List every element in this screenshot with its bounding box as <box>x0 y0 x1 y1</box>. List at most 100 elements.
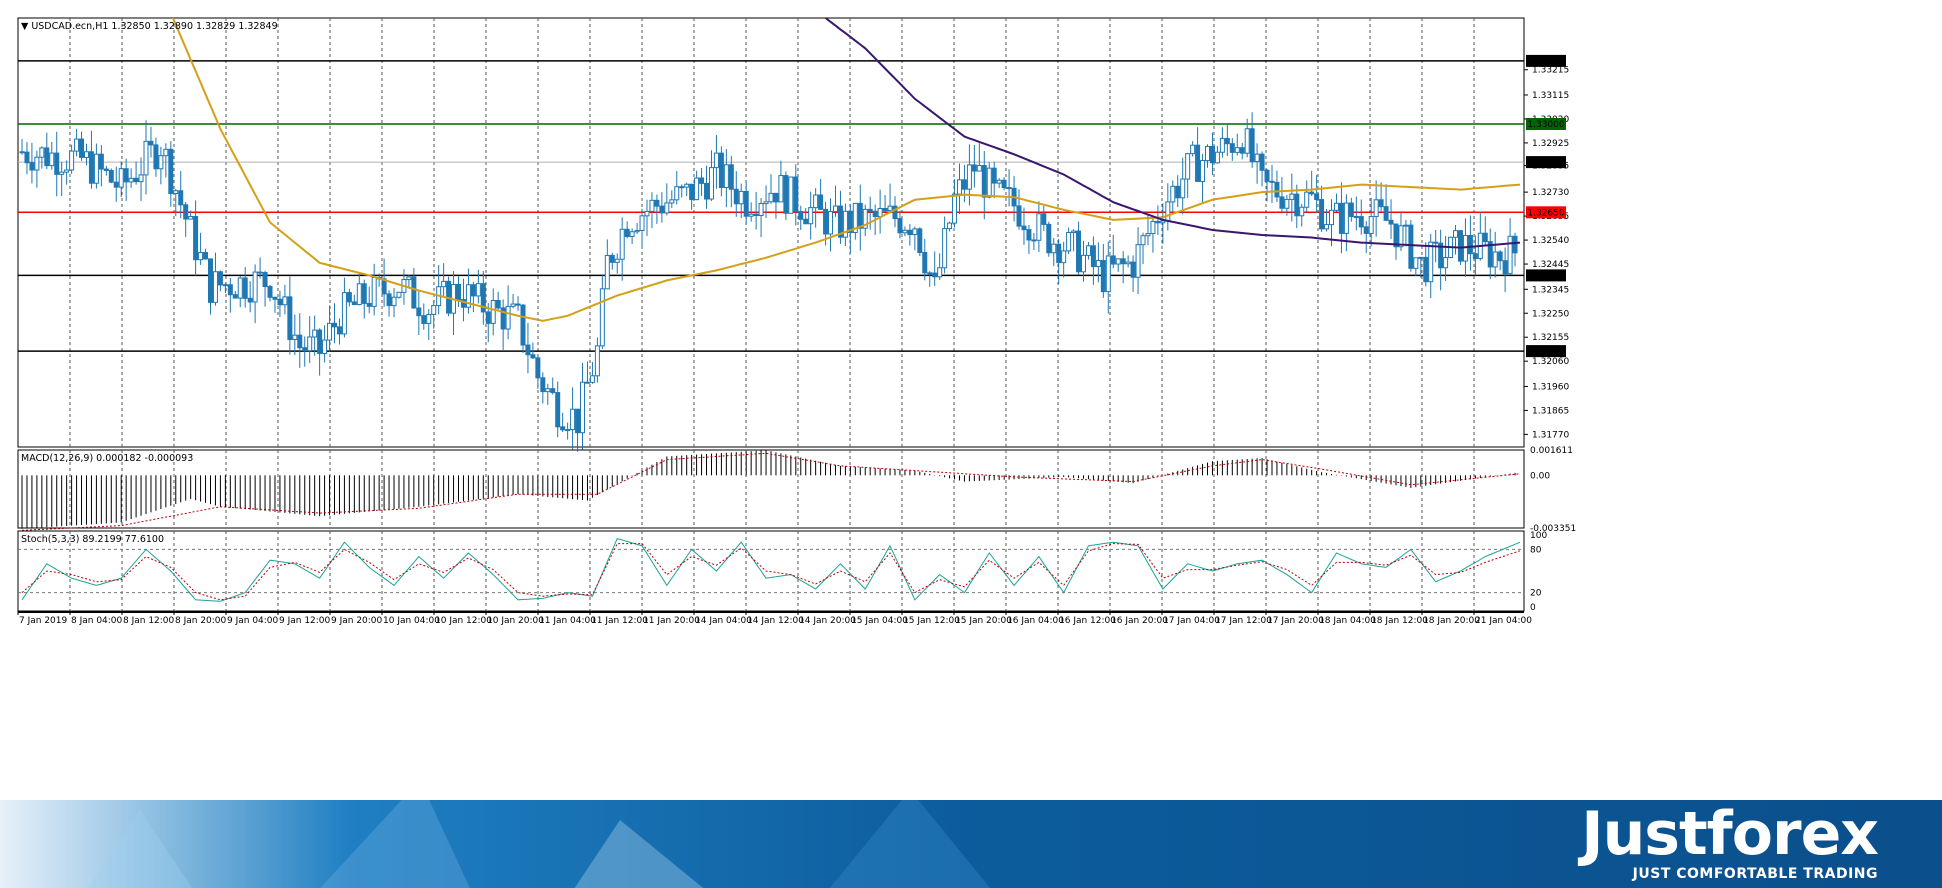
x-tick-label: 16 Jan 12:00 <box>1059 616 1116 626</box>
candle-body <box>1160 220 1166 224</box>
chart-canvas[interactable]: 7 Jan 2019 8 Jan 04:00 8 Jan 12:00 8 Jan 20… <box>0 0 1942 800</box>
candle-body <box>1299 206 1305 217</box>
candle-body <box>798 211 804 220</box>
y-tick-label: 1.32250 <box>1532 309 1569 319</box>
candle-body <box>971 164 977 172</box>
candle-body <box>783 175 789 214</box>
y-tick-label: 1.33115 <box>1532 91 1569 101</box>
candle-body <box>203 252 209 260</box>
candle-body <box>604 254 610 290</box>
candle-body <box>59 171 65 175</box>
candle-body <box>669 199 675 204</box>
candle-body <box>1319 199 1325 230</box>
x-tick-label: 15 Jan 20:00 <box>955 616 1012 626</box>
candle-body <box>1279 196 1285 209</box>
candle-body <box>1368 216 1374 234</box>
candle-body <box>158 155 164 170</box>
candle-body <box>639 215 645 231</box>
candle-body <box>331 322 337 328</box>
candle-body <box>927 272 933 275</box>
candle-body <box>133 177 139 183</box>
candle-body <box>768 192 774 203</box>
candle-body <box>113 181 119 188</box>
candle-body <box>872 210 878 218</box>
candle-body <box>1175 185 1181 199</box>
candle-body <box>163 148 169 157</box>
stoch-y-label: 80 <box>1530 545 1542 555</box>
candle-body <box>1428 241 1434 283</box>
candle-body <box>1249 128 1255 163</box>
y-tick-label: 1.32730 <box>1532 188 1569 198</box>
candle-body <box>540 377 546 393</box>
price-tag-1.33000 <box>1526 117 1566 130</box>
x-tick-label: 8 Jan 20:00 <box>175 616 227 626</box>
candle-body <box>371 276 377 307</box>
candle-body <box>361 283 367 304</box>
y-tick-label: 1.32445 <box>1532 260 1569 270</box>
x-tick-label: 16 Jan 20:00 <box>1111 616 1168 626</box>
candle-body <box>1125 261 1131 265</box>
candle-body <box>1036 213 1042 241</box>
candle-body <box>634 229 640 233</box>
candle-body <box>173 190 179 195</box>
candle-body <box>659 205 665 214</box>
candle-body <box>545 388 551 393</box>
candle-body <box>708 167 714 200</box>
y-tick-label: 1.32540 <box>1532 236 1569 246</box>
brand-banner: Justforex JUST COMFORTABLE TRADING <box>0 800 1942 888</box>
candle-body <box>411 276 417 309</box>
price-tag-1.33250 <box>1526 54 1566 67</box>
macd-y-label: 0.001611 <box>1530 446 1573 456</box>
candle-body <box>902 229 908 234</box>
candle-body <box>1324 224 1330 230</box>
candle-body <box>1239 147 1245 154</box>
candle-body <box>98 153 104 170</box>
candle-body <box>168 148 174 195</box>
candle-body <box>1418 256 1424 259</box>
price-tag-text: 1.32650 <box>1527 208 1564 218</box>
pane-frame-1 <box>17 17 1525 448</box>
candle-body <box>178 190 184 206</box>
x-tick-label: 21 Jan 04:00 <box>1475 616 1532 626</box>
candle-body <box>689 183 695 201</box>
candle-body <box>654 199 660 207</box>
candle-body <box>1120 258 1126 265</box>
candle-body <box>1095 260 1101 268</box>
x-tick-label: 17 Jan 20:00 <box>1267 616 1324 626</box>
candle-body <box>93 153 99 184</box>
candle-body <box>1269 180 1275 183</box>
candle-body <box>470 284 476 297</box>
candle-body <box>1180 178 1186 199</box>
candle-body <box>1403 224 1409 227</box>
candle-body <box>307 336 313 352</box>
stoch-y-label: 20 <box>1530 589 1542 599</box>
macd-y-label: -0.003351 <box>1530 524 1576 534</box>
candle-body <box>818 194 824 210</box>
chart-area[interactable]: 7 Jan 2019 8 Jan 04:00 8 Jan 12:00 8 Jan 20… <box>0 0 1942 800</box>
x-tick-label: 8 Jan 12:00 <box>123 616 175 626</box>
candle-body <box>1329 209 1335 226</box>
candle-body <box>143 140 149 176</box>
x-tick-label: 18 Jan 12:00 <box>1371 616 1428 626</box>
candle-body <box>619 228 625 260</box>
candle-body <box>718 152 724 189</box>
decor-triangle <box>300 800 480 888</box>
candle-body <box>183 204 189 220</box>
candle-body <box>996 179 1002 184</box>
candle-body <box>897 218 903 234</box>
candle-body <box>1512 235 1518 254</box>
candle-body <box>1309 191 1315 195</box>
candle-body <box>1200 160 1206 182</box>
candle-body <box>267 286 273 298</box>
candle-body <box>1497 251 1503 262</box>
candle-body <box>694 177 700 201</box>
candle-body <box>1472 253 1478 260</box>
candle-body <box>594 345 600 377</box>
candle-body <box>1006 187 1012 190</box>
candle-body <box>297 334 303 349</box>
price-tag-text: 1.33250 <box>1527 57 1564 67</box>
candle-body <box>366 302 372 307</box>
candle-body <box>1254 153 1260 163</box>
candle-body <box>1056 243 1062 264</box>
candle-body <box>837 205 843 238</box>
